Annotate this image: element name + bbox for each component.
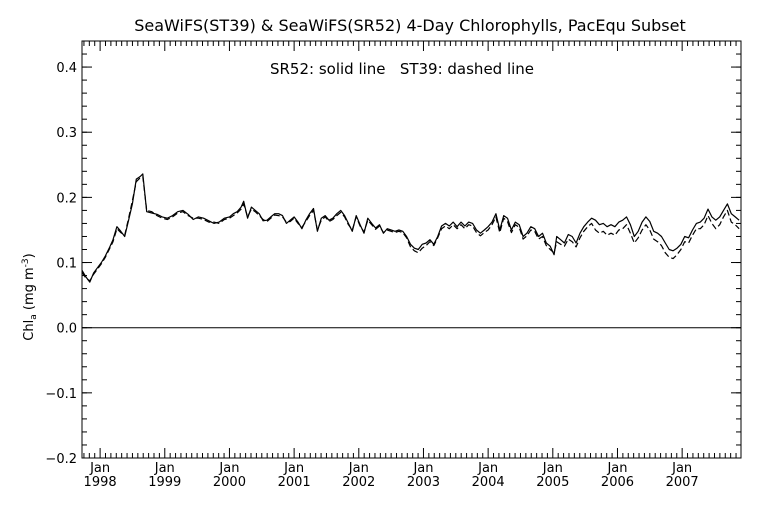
x-tick-year-label: 1999 [148, 475, 181, 490]
y-tick-label: 0.4 [56, 61, 77, 76]
y-tick-label: −0.2 [45, 452, 77, 467]
y-tick-label: −0.1 [45, 387, 77, 402]
x-tick-year-label: 2004 [472, 475, 505, 490]
x-tick-month-label: Jan [671, 461, 692, 476]
line-style-annotation: SR52: solid line ST39: dashed line [270, 60, 534, 78]
x-tick-year-label: 2003 [407, 475, 440, 490]
x-tick-month-label: Jan [154, 461, 175, 476]
x-tick-month-label: Jan [348, 461, 369, 476]
y-tick-label: 0.3 [56, 126, 77, 141]
x-tick-year-label: 2005 [536, 475, 569, 490]
series-line-st39 [81, 175, 740, 282]
series-line-sr52 [81, 173, 740, 283]
x-tick-month-label: Jan [283, 461, 304, 476]
x-tick-month-label: Jan [412, 461, 433, 476]
y-axis-label: Chla (mg m-3) [21, 253, 39, 340]
y-axis-label-main: Chl [22, 320, 37, 341]
y-axis-label-unit-exponent: -3 [21, 258, 31, 267]
chart-marks: −0.2−0.10.00.10.20.30.4Jan1998Jan1999Jan… [45, 41, 741, 490]
x-tick-year-label: 2006 [601, 475, 634, 490]
x-tick-year-label: 2000 [213, 475, 246, 490]
x-tick-month-label: Jan [218, 461, 239, 476]
svg-text:Chla (mg m-3): Chla (mg m-3) [21, 253, 39, 340]
y-tick-label: 0.1 [56, 257, 77, 272]
y-axis-label-unit: (mg m [22, 267, 37, 314]
chart-title: SeaWiFS(ST39) & SeaWiFS(SR52) 4-Day Chlo… [134, 16, 686, 35]
y-axis-label-unit-close: ) [22, 253, 37, 258]
x-tick-year-label: 1998 [84, 475, 117, 490]
x-tick-month-label: Jan [89, 461, 110, 476]
plot-frame [81, 40, 742, 459]
y-tick-label: 0.0 [56, 322, 77, 337]
x-tick-year-label: 2002 [342, 475, 375, 490]
x-tick-year-label: 2001 [278, 475, 311, 490]
x-tick-month-label: Jan [477, 461, 498, 476]
y-tick-label: 0.2 [56, 191, 77, 206]
x-tick-month-label: Jan [542, 461, 563, 476]
x-tick-month-label: Jan [606, 461, 627, 476]
y-axis-label-subscript: a [29, 314, 39, 320]
x-tick-year-label: 2007 [666, 475, 699, 490]
